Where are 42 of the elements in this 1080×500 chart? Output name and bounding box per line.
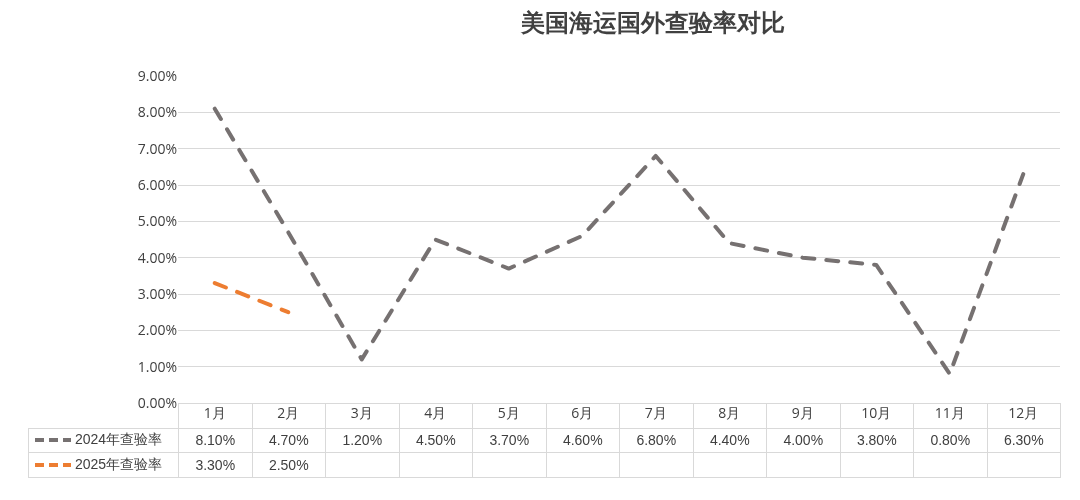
data-label: 3.70% [472, 427, 547, 453]
y-tick-label: 9.00% [137, 65, 177, 85]
y-tick-label: 8.00% [137, 102, 177, 122]
x-tick-label: 5月 [497, 403, 520, 422]
x-tick-label: 6月 [571, 403, 594, 422]
x-tick-label: 2月 [277, 403, 300, 422]
y-tick-label: 7.00% [137, 138, 177, 158]
x-tick-label: 3月 [350, 403, 373, 422]
x-tick-label: 8月 [718, 403, 741, 422]
data-label: 0.80% [913, 427, 988, 453]
data-label: 4.50% [398, 427, 473, 453]
x-tick-label: 11月 [934, 403, 965, 422]
x-tick-label: 7月 [644, 403, 667, 422]
x-tick-label: 1月 [203, 403, 226, 422]
y-tick-label: 4.00% [137, 247, 177, 267]
data-label: 6.80% [619, 427, 694, 453]
y-tick-label: 2.00% [137, 320, 177, 340]
table-cell: 2025年查验率 [28, 452, 179, 478]
data-label: 4.00% [766, 427, 841, 453]
data-label: 6.30% [986, 427, 1061, 453]
data-label: 2.50% [251, 452, 326, 478]
data-label: 4.40% [692, 427, 767, 453]
line-series [212, 106, 1026, 376]
y-tick-label: 6.00% [137, 174, 177, 194]
y-tick-label: 3.00% [137, 283, 177, 303]
x-tick-label: 4月 [424, 403, 447, 422]
data-label: 4.70% [251, 427, 326, 453]
data-label: 3.80% [839, 427, 914, 453]
legend-label: 2024年查验率 [75, 431, 163, 450]
data-label: 4.60% [545, 427, 620, 453]
y-tick-label: 0.00% [137, 392, 177, 412]
data-label: 8.10% [178, 427, 253, 453]
table-cell: 2024年查验率 [28, 427, 179, 453]
legend-label: 2025年查验率 [75, 455, 163, 474]
y-tick-label: 1.00% [137, 356, 177, 376]
x-tick-label: 10月 [861, 403, 892, 422]
x-tick-label: 9月 [791, 403, 814, 422]
x-tick-label: 12月 [1008, 403, 1039, 422]
chart-title: 美国海运国外查验率对比 [520, 8, 786, 37]
data-label: 1.20% [325, 427, 400, 453]
y-tick-label: 5.00% [137, 211, 177, 231]
data-label: 3.30% [178, 452, 253, 478]
